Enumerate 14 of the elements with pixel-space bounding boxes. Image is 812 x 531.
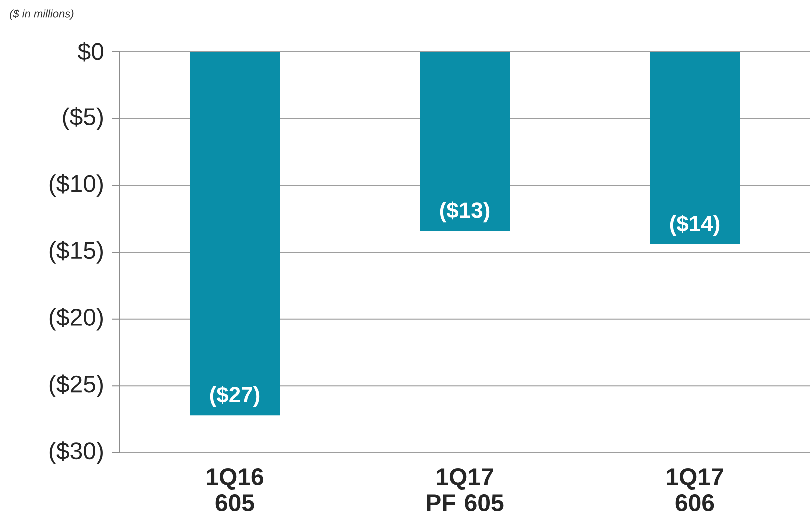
x-tick-label: 1Q16 605: [207, 468, 264, 512]
x-tick-label: 1Q17 606: [667, 468, 724, 512]
y-tick-label: ($20): [50, 308, 103, 331]
y-tick-label: ($15): [50, 241, 103, 264]
y-tick-label: ($25): [50, 374, 103, 398]
y-tick-label: ($30): [50, 442, 103, 464]
x-tick-label: 1Q17 PF 605: [427, 468, 504, 512]
data-label: ($27): [210, 386, 260, 408]
y-tick-label: $0: [78, 42, 104, 62]
text: ($ in millions): [10, 10, 74, 20]
data-label: ($13): [440, 202, 490, 223]
y-tick-label: ($10): [50, 174, 103, 198]
data-label: ($14): [670, 215, 720, 236]
y-tick-label: ($5): [63, 107, 103, 130]
